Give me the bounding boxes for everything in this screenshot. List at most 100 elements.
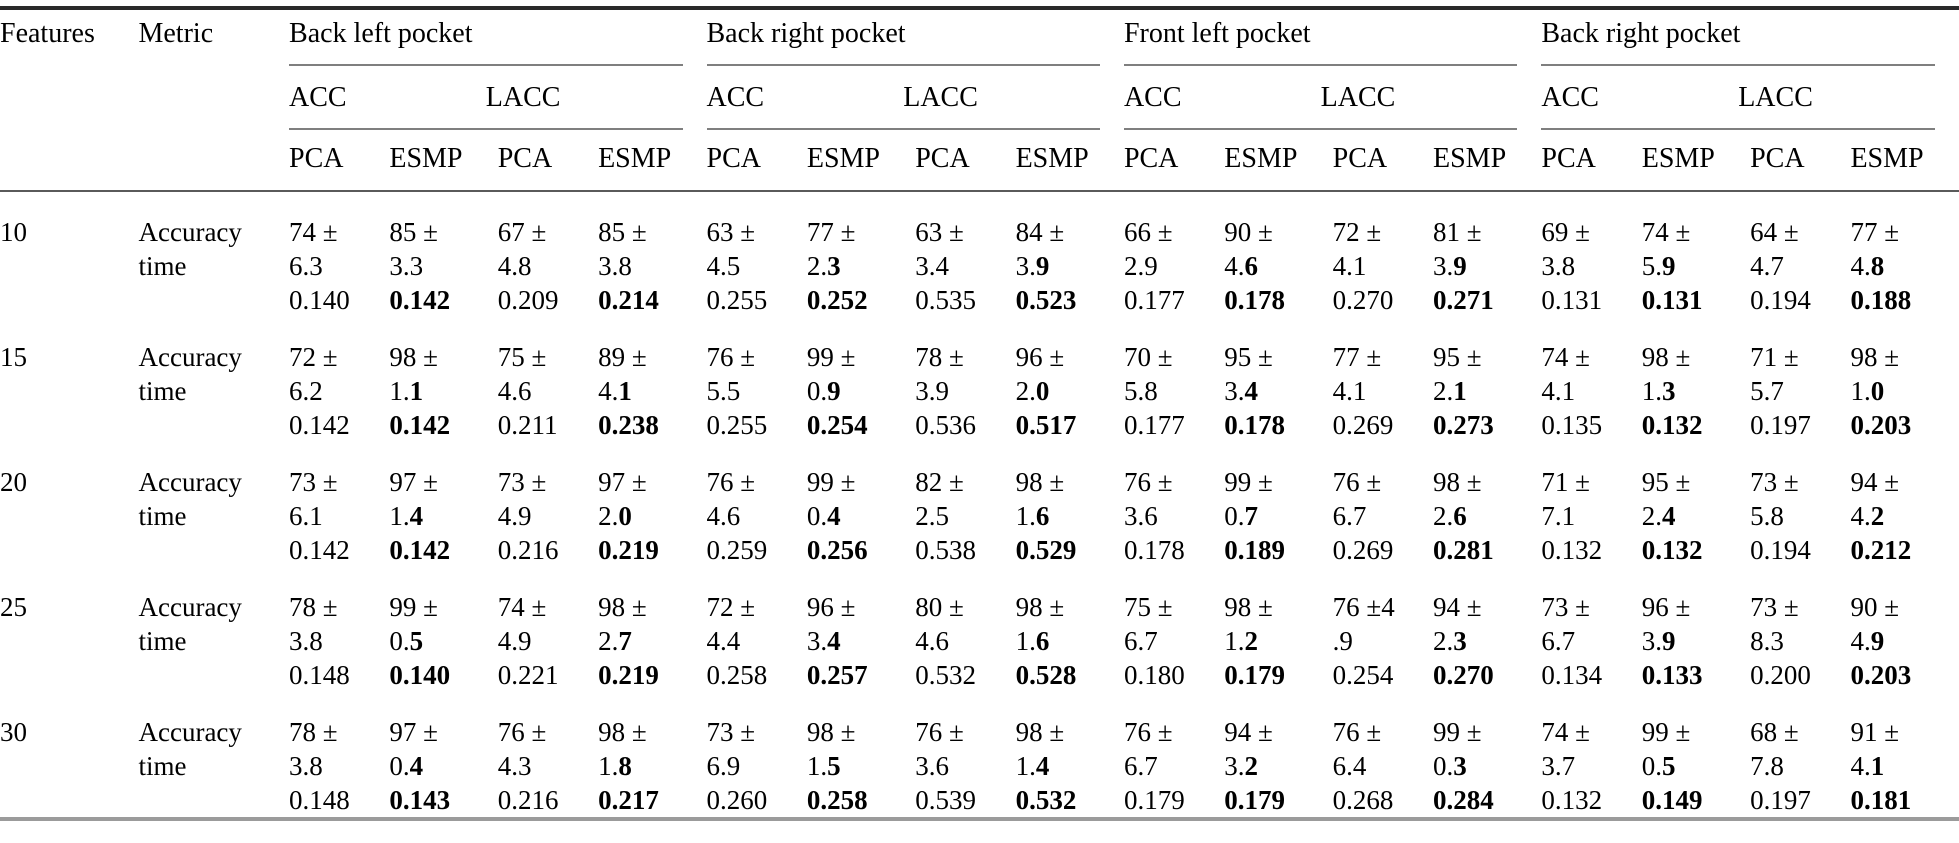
cell-std: 5.9 — [1641, 251, 1676, 281]
cell-time: 0.269 — [1332, 410, 1394, 440]
cell-time: 0.256 — [806, 535, 868, 565]
cell-acc: 72 ± — [1332, 217, 1382, 247]
cell-std: 5.7 — [1750, 376, 1784, 406]
method-header-pca: PCA — [1123, 130, 1225, 192]
metric-value — [138, 533, 289, 567]
cell-time: 0.216 — [497, 785, 559, 815]
table-row: time 6.3 3.3 4.8 3.8 4.5 2.3 3.4 3.9 2.9 4.6 4.1 3.9… — [0, 249, 1959, 283]
cell-std: 2.6 — [1433, 501, 1467, 531]
cell-time: 0.131 — [1541, 285, 1603, 315]
cell-acc: 98 ± — [806, 717, 856, 747]
cell-acc: 70 ± — [1123, 342, 1173, 372]
cell-std: 0.9 — [806, 376, 841, 406]
table-row: time 3.8 0.5 4.9 2.7 4.4 3.4 4.6 1.6 6.7 1.2 .9 2.3 6… — [0, 624, 1959, 658]
cell-time: 0.258 — [806, 785, 868, 815]
cell-acc: 94 ± — [1433, 592, 1482, 622]
cell-acc: 78 ± — [289, 592, 338, 622]
cell-time: 0.142 — [389, 410, 451, 440]
subheader-lacc: LACC — [1738, 82, 1813, 113]
cell-time: 0.140 — [289, 285, 350, 315]
group-header-row: Features Metric Back left pocket Back ri… — [0, 8, 1959, 192]
cell-acc: 99 ± — [1224, 467, 1273, 497]
page: { "table": { "header": { "features_label… — [0, 6, 1959, 843]
cell-acc: 78 ± — [289, 717, 338, 747]
cell-acc: 85 ± — [598, 217, 647, 247]
cell-time: 0.214 — [598, 285, 659, 315]
subheader-acc: ACC — [706, 82, 765, 113]
cell-std: 4.1 — [598, 376, 632, 406]
cell-acc: 99 ± — [806, 342, 856, 372]
cell-time: 0.216 — [497, 535, 559, 565]
cell-time: 0.200 — [1750, 660, 1811, 690]
cell-std: 3.2 — [1224, 751, 1259, 781]
cell-time: 0.148 — [289, 785, 350, 815]
cell-acc: 97 ± — [598, 467, 647, 497]
cell-time: 0.203 — [1850, 660, 1912, 690]
table-row: 15 Accuracy 72 ± 98 ± 75 ± 89 ± 76 ± 99 ± 78 ± 96… — [0, 317, 1959, 374]
table-row: time 6.1 1.4 4.9 2.0 4.6 0.4 2.5 1.6 3.6 0.7 6.7 2.6… — [0, 499, 1959, 533]
table-row: 0.142 0.142 0.216 0.219 0.259 0.256 0.538 0.529… — [0, 533, 1959, 567]
cell-time: 0.260 — [706, 785, 768, 815]
cell-acc: 68 ± — [1750, 717, 1799, 747]
cell-time: 0.254 — [1332, 660, 1394, 690]
cell-time: 0.219 — [598, 660, 659, 690]
cell-time: 0.270 — [1332, 285, 1394, 315]
cell-std: 3.9 — [1433, 251, 1467, 281]
cell-time: 0.142 — [389, 535, 451, 565]
cell-std: 5.5 — [706, 376, 741, 406]
cell-std: 4.9 — [1850, 626, 1885, 656]
cell-acc: 76 ± — [1332, 717, 1382, 747]
cell-acc: 74 ± — [1541, 717, 1590, 747]
cell-std: 4.2 — [1850, 501, 1885, 531]
cell-std: 6.9 — [706, 751, 741, 781]
metric-value: time — [138, 376, 187, 406]
cell-std: 4.8 — [1850, 251, 1885, 281]
metric-value: time — [138, 501, 187, 531]
cell-time: 0.255 — [706, 285, 768, 315]
cell-std: 8.3 — [1750, 626, 1784, 656]
metric-value: Accuracy — [138, 342, 242, 372]
cell-acc: 73 ± — [289, 467, 338, 497]
cell-acc: 63 ± — [706, 217, 756, 247]
cell-acc: 73 ± — [1541, 592, 1590, 622]
cell-std: 3.8 — [598, 251, 632, 281]
subheader-lacc: LACC — [903, 82, 978, 113]
cell-acc: 80 ± — [915, 592, 964, 622]
cell-time: 0.539 — [915, 785, 976, 815]
cell-acc: 99 ± — [806, 467, 856, 497]
cell-std: 1.2 — [1224, 626, 1259, 656]
cell-std: 4.8 — [497, 251, 532, 281]
cell-acc: 98 ± — [389, 342, 438, 372]
method-header-pca: PCA — [497, 130, 599, 192]
cell-std: 4.5 — [706, 251, 741, 281]
cell-time: 0.178 — [1224, 410, 1286, 440]
cell-acc: 85 ± — [389, 217, 438, 247]
cell-time: 0.209 — [497, 285, 559, 315]
table-body: 10 Accuracy 74 ± 85 ± 67 ± 85 ± 63 ± 77 ± 63 ± 84… — [0, 191, 1959, 819]
cell-std: 5.8 — [1123, 376, 1158, 406]
cell-time: 0.181 — [1850, 785, 1912, 815]
table-header: Features Metric Back left pocket Back ri… — [0, 8, 1959, 192]
cell-acc: 84 ± — [1015, 217, 1065, 247]
cell-time: 0.517 — [1015, 410, 1077, 440]
cell-acc: 91 ± — [1850, 717, 1900, 747]
cell-std: 3.8 — [289, 626, 323, 656]
cell-std: 4.6 — [915, 626, 949, 656]
cell-std: 1.3 — [1641, 376, 1676, 406]
features-value: 10 — [0, 217, 27, 247]
cell-acc: 74 ± — [1641, 217, 1691, 247]
cell-time: 0.217 — [598, 785, 659, 815]
cell-std: 6.3 — [289, 251, 323, 281]
cell-acc: 66 ± — [1123, 217, 1173, 247]
features-value — [0, 658, 138, 692]
metric-column-header: Metric — [138, 8, 290, 192]
metric-value: time — [138, 626, 187, 656]
cell-time: 0.180 — [1123, 660, 1185, 690]
cell-std: 0.5 — [389, 626, 424, 656]
cell-acc: 94 ± — [1224, 717, 1273, 747]
cell-std: 4.6 — [706, 501, 741, 531]
method-header-pca: PCA — [1541, 130, 1642, 192]
cell-time: 0.178 — [1123, 535, 1185, 565]
cell-acc: 73 ± — [1750, 592, 1799, 622]
cell-acc: 98 ± — [1015, 467, 1065, 497]
